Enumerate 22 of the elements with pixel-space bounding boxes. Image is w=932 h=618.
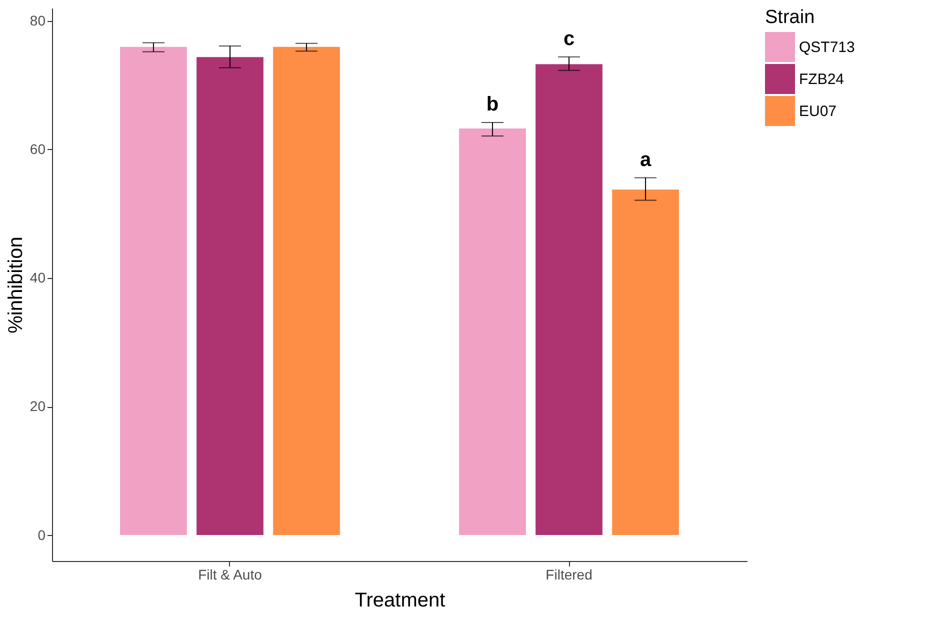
legend-label: EU07: [799, 103, 837, 120]
y-tick-label: 60: [30, 140, 46, 157]
annotation: a: [640, 148, 652, 171]
x-tick-label: Filt & Auto: [198, 566, 262, 582]
bar: [458, 128, 526, 536]
legend-label: FZB24: [799, 71, 844, 88]
x-tick-label: Filtered: [546, 566, 592, 582]
bar: [612, 189, 680, 536]
bar: [272, 46, 340, 536]
y-tick-label: 40: [30, 270, 46, 286]
bar: [196, 56, 264, 536]
y-axis-title: %inhibition: [4, 236, 27, 334]
legend-label: QST713: [799, 39, 855, 56]
annotation: c: [563, 28, 575, 50]
y-tick-label: 0: [38, 526, 46, 543]
bar: [535, 64, 603, 536]
x-axis-title: Treatment: [354, 590, 446, 612]
y-tick-label: 80: [30, 12, 46, 28]
bar: [120, 46, 188, 536]
annotation: b: [486, 93, 499, 116]
legend-title: Strain: [765, 7, 815, 28]
y-tick-label: 20: [30, 398, 46, 414]
